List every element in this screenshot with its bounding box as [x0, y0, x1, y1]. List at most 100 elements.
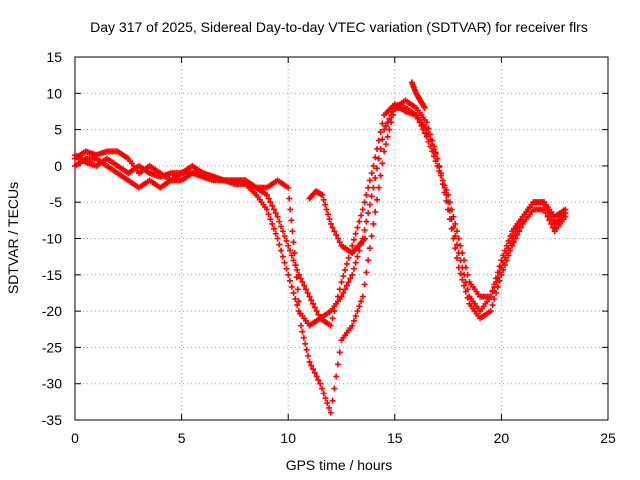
y-tick-label: -35 [42, 412, 62, 428]
data-point [292, 262, 299, 269]
data-point [375, 184, 382, 191]
data-point [516, 228, 523, 235]
data-point [281, 259, 288, 266]
data-point [489, 287, 496, 294]
data-point [453, 228, 460, 235]
data-point [501, 262, 508, 269]
data-point [349, 271, 356, 278]
data-point [299, 279, 306, 286]
data-point [423, 133, 430, 140]
data-point [359, 293, 366, 300]
data-point [370, 184, 377, 191]
data-point [329, 315, 336, 322]
data-point [308, 297, 315, 304]
data-point [263, 191, 270, 198]
data-point [354, 224, 361, 231]
data-point [365, 257, 372, 264]
data-point [422, 130, 429, 137]
data-point [452, 220, 459, 227]
data-point [493, 289, 500, 296]
data-point [494, 283, 501, 290]
data-point [427, 143, 434, 150]
data-point [372, 175, 379, 181]
data-point [308, 362, 315, 369]
y-tick-label: -20 [42, 303, 62, 319]
data-point [276, 241, 283, 248]
data-point [350, 265, 357, 272]
data-point [288, 252, 295, 259]
data-point [381, 148, 388, 155]
data-point [453, 241, 460, 248]
data-point [270, 225, 277, 232]
data-point [375, 155, 382, 162]
data-point [372, 154, 379, 161]
data-point [310, 366, 317, 373]
data-point [331, 385, 338, 392]
series-trace-d [306, 188, 368, 257]
data-point [352, 312, 359, 319]
data-point [388, 112, 395, 119]
data-point [283, 237, 290, 244]
data-point [386, 126, 393, 133]
data-point [464, 294, 471, 301]
data-point [324, 400, 331, 407]
data-point [349, 322, 356, 329]
data-point [276, 218, 283, 225]
data-point [285, 271, 292, 278]
x-tick-label: 0 [71, 430, 79, 446]
data-point [290, 239, 297, 246]
data-point [429, 148, 436, 155]
data-point [413, 112, 420, 119]
data-points [72, 79, 569, 416]
data-point [267, 199, 274, 206]
data-point [265, 195, 272, 202]
data-point [510, 239, 517, 246]
data-point [421, 104, 428, 111]
data-point [347, 275, 354, 282]
data-point [446, 199, 453, 206]
data-point [505, 252, 512, 259]
data-point [509, 242, 516, 249]
x-tick-label: 20 [494, 430, 510, 446]
data-point [461, 257, 468, 264]
data-point [514, 231, 521, 238]
y-tick-label: 15 [46, 49, 62, 65]
data-point [279, 228, 286, 235]
data-point [374, 196, 381, 203]
data-point [318, 385, 325, 392]
axis-ticks: 0 5 10 15 20 25 15 10 5 0 -5 -10 -15 -20 -25 -30 -35 [42, 49, 616, 446]
data-point [324, 211, 331, 218]
data-point [437, 172, 444, 179]
data-point [445, 191, 452, 198]
data-point [430, 153, 437, 160]
data-point [459, 276, 466, 283]
plot-frame [74, 56, 609, 421]
data-point [350, 317, 357, 324]
y-tick-label: 10 [46, 85, 62, 101]
data-point [384, 119, 391, 126]
data-point [338, 279, 345, 286]
data-point [500, 252, 507, 259]
data-point [418, 122, 425, 129]
grid [75, 57, 608, 420]
data-point [548, 213, 555, 220]
data-point [498, 257, 505, 264]
data-point [350, 236, 357, 243]
data-point [310, 300, 317, 307]
data-point [361, 227, 368, 234]
data-point [359, 206, 366, 213]
data-point [541, 199, 548, 206]
data-point [542, 202, 549, 209]
data-point [379, 136, 386, 143]
data-point [334, 235, 341, 242]
data-point [294, 266, 301, 273]
data-point [377, 172, 384, 179]
data-point [544, 206, 551, 213]
data-point [263, 206, 270, 213]
data-point [379, 120, 386, 127]
data-point [329, 224, 336, 231]
data-point [342, 266, 349, 273]
data-point [326, 404, 333, 411]
data-point [352, 259, 359, 266]
data-point [313, 308, 320, 315]
